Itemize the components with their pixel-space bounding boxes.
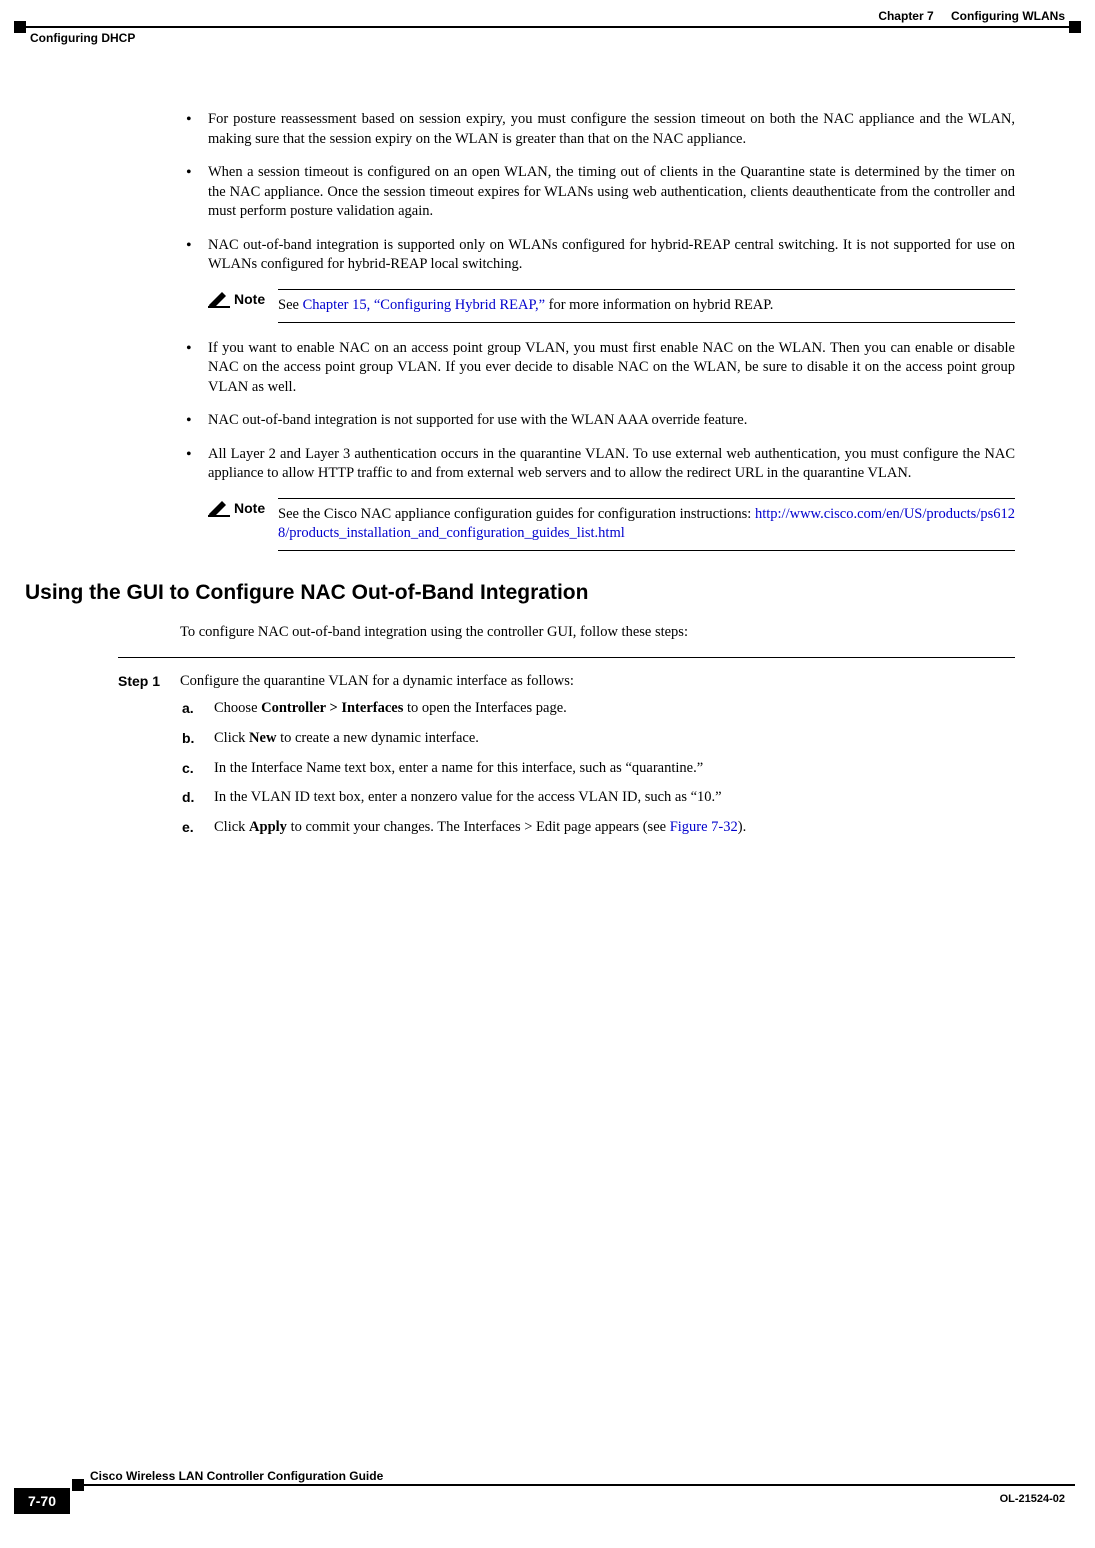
substep: b. Click New to create a new dynamic int… bbox=[180, 729, 1015, 749]
bullet-list-1: For posture reassessment based on sessio… bbox=[180, 110, 1015, 275]
note-label: Note bbox=[234, 289, 278, 309]
step-body: Configure the quarantine VLAN for a dyna… bbox=[180, 672, 1015, 847]
substep-text: In the VLAN ID text box, enter a nonzero… bbox=[214, 789, 722, 805]
ui-path: Controller > Interfaces bbox=[261, 700, 403, 716]
header-chapter: Chapter 7 Configuring WLANs bbox=[878, 8, 1065, 24]
substep: e. Click Apply to commit your changes. T… bbox=[180, 818, 1015, 838]
chapter-number: Chapter 7 bbox=[878, 9, 933, 23]
ui-button: Apply bbox=[249, 819, 287, 835]
note-link[interactable]: Chapter 15, “Configuring Hybrid REAP,” bbox=[303, 297, 545, 313]
substep-text-post: to commit your changes. The Interfaces >… bbox=[287, 819, 670, 835]
substep-text-post: to open the Interfaces page. bbox=[403, 700, 566, 716]
header-rule-end-right bbox=[1069, 21, 1081, 33]
note-callout: Note See the Cisco NAC appliance configu… bbox=[208, 498, 1015, 551]
footer-rule bbox=[76, 1484, 1075, 1486]
note-text-pre: See the Cisco NAC appliance configuratio… bbox=[278, 506, 755, 522]
running-header: Chapter 7 Configuring WLANs Configuring … bbox=[0, 6, 1095, 34]
bullet-item: If you want to enable NAC on an access p… bbox=[180, 339, 1015, 398]
note-text-pre: See bbox=[278, 297, 303, 313]
note-pencil-icon bbox=[208, 289, 234, 308]
substep-marker: a. bbox=[182, 699, 194, 718]
substep-marker: b. bbox=[182, 729, 194, 748]
bullet-list-2: If you want to enable NAC on an access p… bbox=[180, 339, 1015, 484]
bullet-item: For posture reassessment based on sessio… bbox=[180, 110, 1015, 149]
step-label: Step 1 bbox=[118, 672, 180, 847]
ui-button: New bbox=[249, 730, 276, 746]
substep: d. In the VLAN ID text box, enter a nonz… bbox=[180, 788, 1015, 808]
substep-text-pre: Choose bbox=[214, 700, 261, 716]
substep-text: In the Interface Name text box, enter a … bbox=[214, 760, 703, 776]
footer-guide-title: Cisco Wireless LAN Controller Configurat… bbox=[90, 1468, 383, 1484]
substep-text-post: to create a new dynamic interface. bbox=[276, 730, 478, 746]
section-heading: Using the GUI to Configure NAC Out-of-Ba… bbox=[25, 579, 1015, 607]
substep-list: a. Choose Controller > Interfaces to ope… bbox=[180, 699, 1015, 837]
steps-rule bbox=[118, 657, 1015, 658]
note-text: See Chapter 15, “Configuring Hybrid REAP… bbox=[278, 289, 1015, 323]
intro-paragraph: To configure NAC out-of-band integration… bbox=[180, 623, 1015, 643]
page: Chapter 7 Configuring WLANs Configuring … bbox=[0, 0, 1095, 1548]
figure-link[interactable]: Figure 7-32 bbox=[670, 819, 738, 835]
substep-marker: d. bbox=[182, 788, 194, 807]
substep: c. In the Interface Name text box, enter… bbox=[180, 759, 1015, 779]
substep-marker: c. bbox=[182, 759, 194, 778]
bullet-item: All Layer 2 and Layer 3 authentication o… bbox=[180, 445, 1015, 484]
running-footer: Cisco Wireless LAN Controller Configurat… bbox=[0, 1480, 1095, 1528]
bullet-item: When a session timeout is configured on … bbox=[180, 163, 1015, 222]
note-label: Note bbox=[234, 498, 278, 518]
substep-text-pre: Click bbox=[214, 730, 249, 746]
header-section: Configuring DHCP bbox=[30, 30, 135, 46]
bullet-item: NAC out-of-band integration is not suppo… bbox=[180, 411, 1015, 431]
bullet-item: NAC out-of-band integration is supported… bbox=[180, 236, 1015, 275]
note-text: See the Cisco NAC appliance configuratio… bbox=[278, 498, 1015, 551]
substep-text-pre: Click bbox=[214, 819, 249, 835]
page-number: 7-70 bbox=[14, 1488, 70, 1514]
document-number: OL-21524-02 bbox=[1000, 1492, 1065, 1507]
note-pencil-icon bbox=[208, 498, 234, 517]
substep-text-post2: ). bbox=[738, 819, 746, 835]
step-lead: Configure the quarantine VLAN for a dyna… bbox=[180, 673, 574, 689]
note-callout: Note See Chapter 15, “Configuring Hybrid… bbox=[208, 289, 1015, 323]
substep: a. Choose Controller > Interfaces to ope… bbox=[180, 699, 1015, 719]
chapter-title: Configuring WLANs bbox=[951, 9, 1065, 23]
header-rule bbox=[20, 26, 1075, 28]
step: Step 1 Configure the quarantine VLAN for… bbox=[118, 672, 1015, 847]
substep-marker: e. bbox=[182, 818, 194, 837]
body-content: For posture reassessment based on sessio… bbox=[180, 110, 1015, 857]
note-text-post: for more information on hybrid REAP. bbox=[545, 297, 773, 313]
